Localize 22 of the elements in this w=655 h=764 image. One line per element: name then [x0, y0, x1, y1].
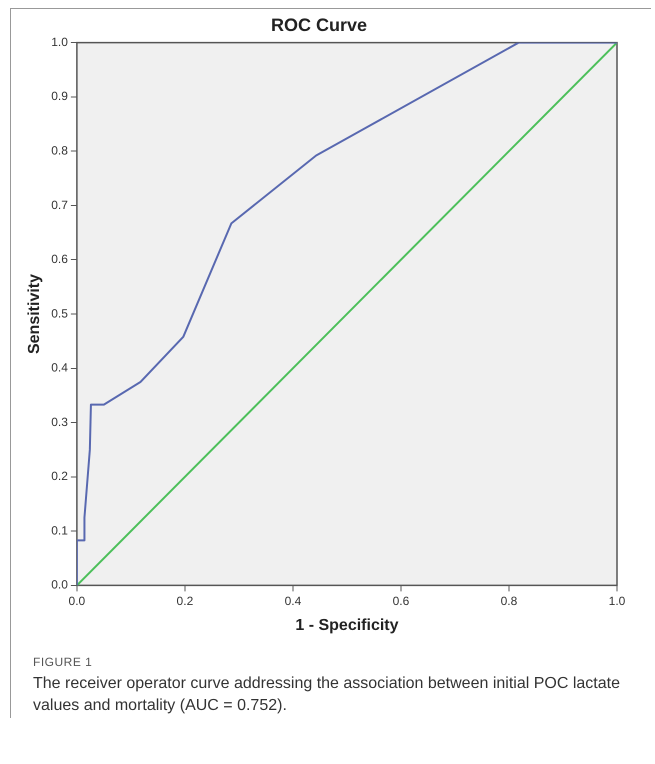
- x-tick-label: 1.0: [608, 594, 626, 608]
- caption: FIGURE 1: [33, 655, 94, 669]
- y-tick-label: 0.2: [51, 469, 68, 484]
- y-tick-label: 0.9: [51, 89, 68, 104]
- x-tick-label: 0.2: [176, 594, 194, 608]
- x-tick-label: 0.6: [392, 594, 410, 608]
- y-tick-label: 0.3: [51, 414, 68, 429]
- y-tick-label: 0.4: [51, 360, 68, 375]
- y-axis-title: Sensitivity: [26, 274, 44, 354]
- x-axis-title: 1 - Specificity: [295, 616, 399, 634]
- x-tick-label: 0.0: [68, 594, 86, 608]
- y-tick-label: 0.1: [51, 523, 68, 538]
- y-tick-label: 1.0: [51, 34, 68, 49]
- x-tick-label: 0.8: [500, 594, 518, 608]
- y-tick-label: 0.7: [51, 198, 68, 212]
- y-tick-label: 0.6: [51, 252, 68, 266]
- x-tick-label: 0.4: [284, 594, 302, 608]
- y-tick-label: 0.0: [51, 578, 68, 592]
- text: The receiver operator curve addressing the association between initial POC lactate values and mortality (AUC = 0.752).: [33, 674, 621, 716]
- chart-title: ROC Curve: [270, 14, 368, 35]
- y-tick-label: 0.8: [51, 143, 68, 158]
- y-tick-label: 0.5: [51, 306, 68, 320]
